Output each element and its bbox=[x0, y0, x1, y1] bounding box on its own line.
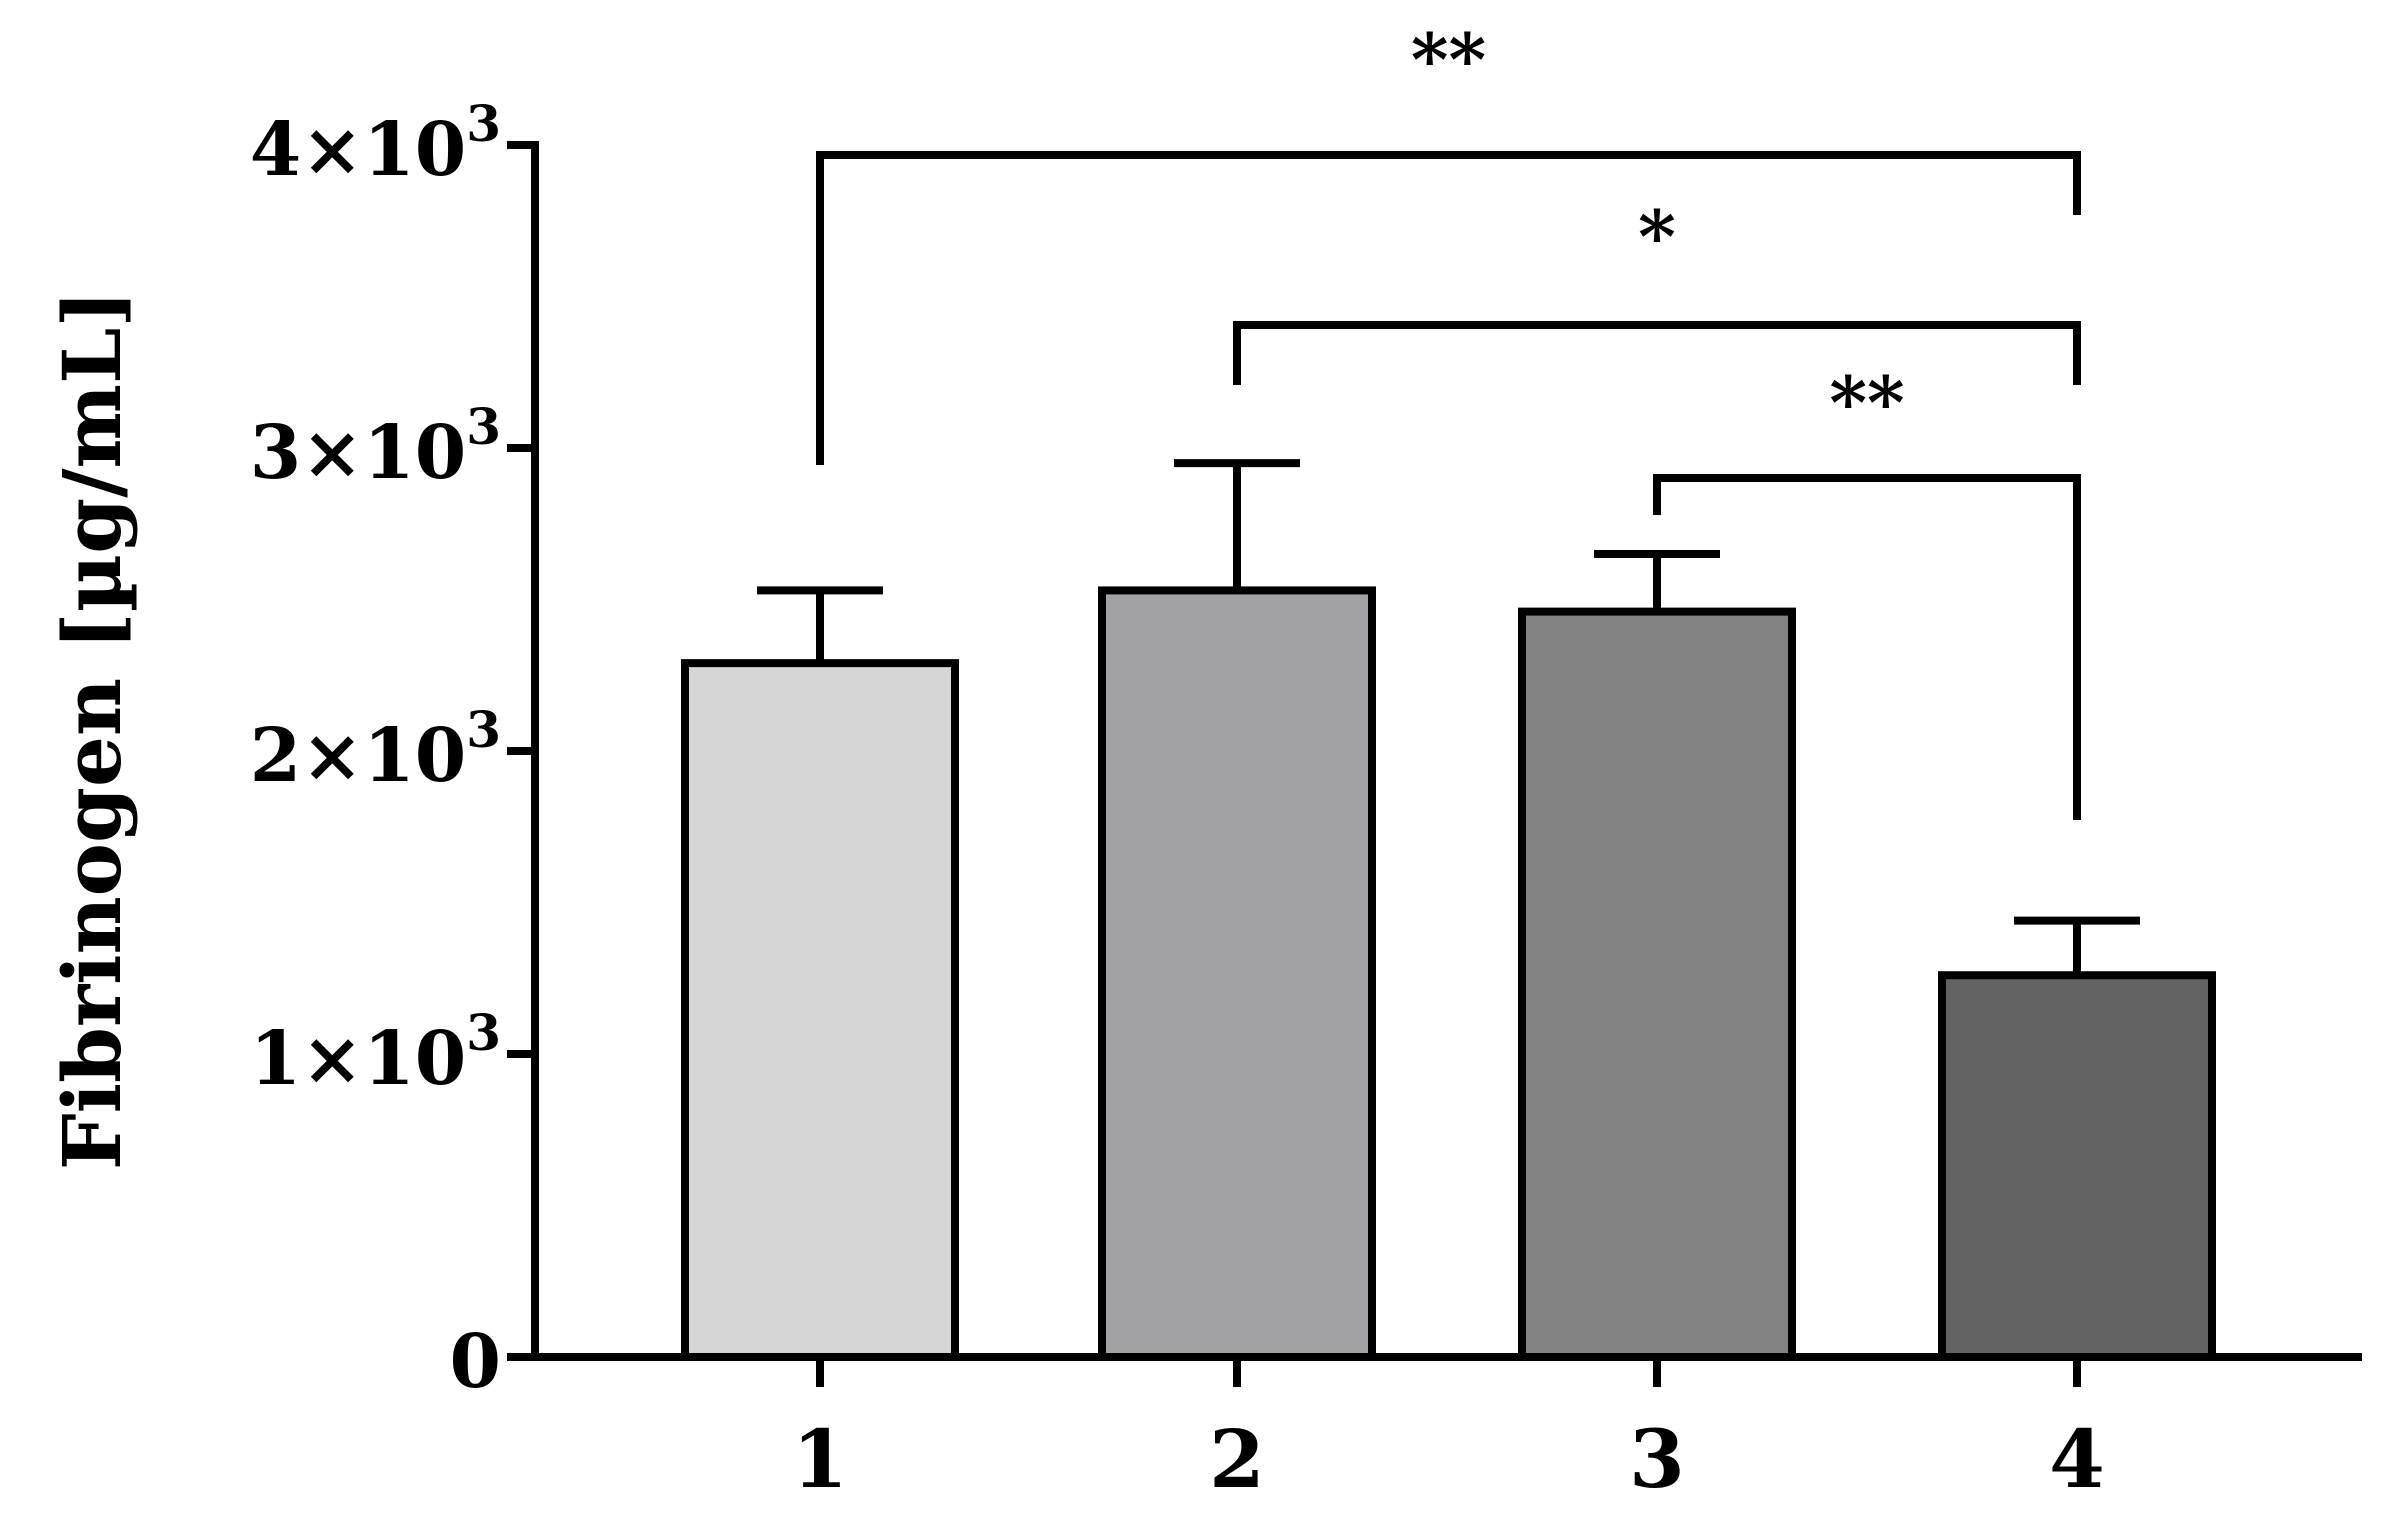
x-tick-label: 2 bbox=[1209, 1412, 1265, 1506]
bar bbox=[1098, 586, 1376, 1361]
significance-label: * bbox=[1638, 194, 1676, 279]
x-tick-label: 4 bbox=[2049, 1412, 2105, 1506]
error-bars bbox=[757, 459, 2140, 976]
bar bbox=[681, 659, 959, 1361]
significance-label: ** bbox=[1411, 17, 1486, 102]
y-tick-label: 1×103 bbox=[250, 1003, 501, 1102]
significance-label: ** bbox=[1829, 360, 1904, 445]
significance-bracket bbox=[1233, 321, 2081, 385]
y-ticks: 0 1×103 2×103 3×103 4×103 bbox=[250, 94, 535, 1405]
x-ticks: 1 2 3 4 bbox=[792, 1357, 2105, 1506]
x-tick-label: 3 bbox=[1629, 1412, 1685, 1506]
y-tick-label: 4×103 bbox=[250, 94, 501, 193]
y-axis-title: Fibrinogen [µg/mL] bbox=[45, 290, 139, 1170]
bar bbox=[1518, 607, 1796, 1361]
bar bbox=[1938, 971, 2216, 1361]
y-tick-label: 2×103 bbox=[250, 700, 501, 799]
y-tick-label: 0 bbox=[450, 1319, 502, 1405]
x-tick-label: 1 bbox=[792, 1412, 848, 1506]
bars bbox=[681, 586, 2216, 1361]
y-tick-label: 3×103 bbox=[250, 397, 501, 496]
significance-brackets: ***** bbox=[816, 17, 2081, 820]
significance-bracket bbox=[1653, 474, 2081, 820]
significance-bracket bbox=[816, 151, 2081, 465]
